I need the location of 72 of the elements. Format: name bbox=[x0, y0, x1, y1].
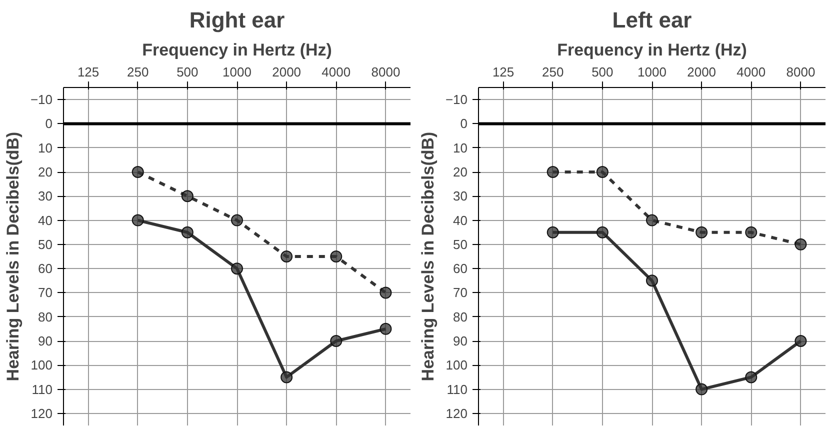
y-tick-label: 60 bbox=[38, 261, 53, 276]
y-axis-title: Hearing Levels in Decibels(dB) bbox=[418, 132, 438, 382]
x-tick-label: 250 bbox=[127, 64, 149, 80]
x-tick-label: 8000 bbox=[786, 64, 816, 80]
y-tick-label: 120 bbox=[446, 406, 468, 421]
point bbox=[546, 166, 559, 178]
point bbox=[794, 238, 807, 250]
y-tick-label: −10 bbox=[445, 92, 468, 108]
point bbox=[330, 250, 342, 262]
point bbox=[745, 226, 758, 238]
x-tick-label: 500 bbox=[176, 64, 198, 80]
y-tick-label: 20 bbox=[38, 164, 53, 180]
y-tick-label: 40 bbox=[453, 212, 468, 228]
y-tick-label: 0 bbox=[460, 116, 468, 132]
y-tick-label: 110 bbox=[32, 382, 53, 397]
y-tick-label: 110 bbox=[446, 382, 468, 397]
x-tick-label: 500 bbox=[592, 64, 614, 80]
point bbox=[380, 286, 392, 299]
y-tick-label: 120 bbox=[30, 406, 53, 421]
y-tick-label: 20 bbox=[453, 164, 468, 180]
point bbox=[546, 226, 559, 238]
point bbox=[794, 335, 807, 347]
point bbox=[646, 274, 658, 287]
x-tick-label: 125 bbox=[492, 64, 514, 80]
y-tick-label: 70 bbox=[453, 285, 468, 300]
y-tick-label: 10 bbox=[453, 140, 468, 156]
point bbox=[696, 383, 708, 396]
point bbox=[181, 190, 194, 202]
point bbox=[596, 166, 608, 178]
y-tick-label: 40 bbox=[38, 212, 53, 228]
x-axis-title: Frequency in Hertz (Hz) bbox=[142, 40, 332, 60]
point bbox=[596, 226, 608, 238]
y-tick-label: 90 bbox=[453, 334, 468, 348]
y-tick-label: 10 bbox=[38, 140, 53, 156]
x-tick-label: 125 bbox=[77, 64, 100, 80]
point bbox=[132, 166, 144, 178]
x-tick-label: 8000 bbox=[371, 64, 400, 80]
point bbox=[646, 214, 658, 226]
y-tick-label: 30 bbox=[453, 188, 468, 204]
y-tick-label: 80 bbox=[453, 309, 468, 324]
y-tick-label: 30 bbox=[38, 188, 53, 204]
y-tick-label: 90 bbox=[38, 334, 53, 348]
x-tick-label: 2000 bbox=[272, 64, 302, 80]
point bbox=[231, 262, 243, 275]
x-tick-label: 4000 bbox=[322, 64, 351, 80]
point bbox=[280, 250, 293, 262]
point bbox=[380, 322, 392, 335]
x-tick-label: 4000 bbox=[736, 64, 766, 80]
x-axis-title: Frequency in Hertz (Hz) bbox=[557, 40, 747, 60]
y-tick-label: −10 bbox=[30, 92, 53, 108]
x-tick-label: 1000 bbox=[222, 64, 252, 80]
y-tick-label: 100 bbox=[30, 358, 53, 373]
point bbox=[696, 226, 708, 238]
point bbox=[181, 226, 194, 238]
y-tick-label: 70 bbox=[38, 285, 53, 300]
y-axis-title: Hearing Levels in Decibels(dB) bbox=[3, 132, 22, 382]
point bbox=[330, 335, 342, 347]
x-tick-label: 1000 bbox=[638, 64, 666, 80]
y-tick-label: 0 bbox=[45, 116, 53, 132]
chart-title: Left ear bbox=[612, 8, 692, 32]
point bbox=[745, 371, 758, 384]
y-tick-label: 80 bbox=[38, 309, 53, 324]
y-tick-label: 50 bbox=[38, 236, 53, 252]
x-tick-label: 250 bbox=[542, 64, 564, 80]
chart-title: Right ear bbox=[189, 8, 286, 32]
y-tick-label: 50 bbox=[453, 236, 468, 252]
x-tick-label: 2000 bbox=[687, 64, 716, 80]
point bbox=[280, 371, 293, 384]
point bbox=[132, 214, 144, 226]
point bbox=[231, 214, 243, 226]
y-tick-label: 100 bbox=[446, 358, 468, 373]
y-tick-label: 60 bbox=[453, 261, 468, 276]
